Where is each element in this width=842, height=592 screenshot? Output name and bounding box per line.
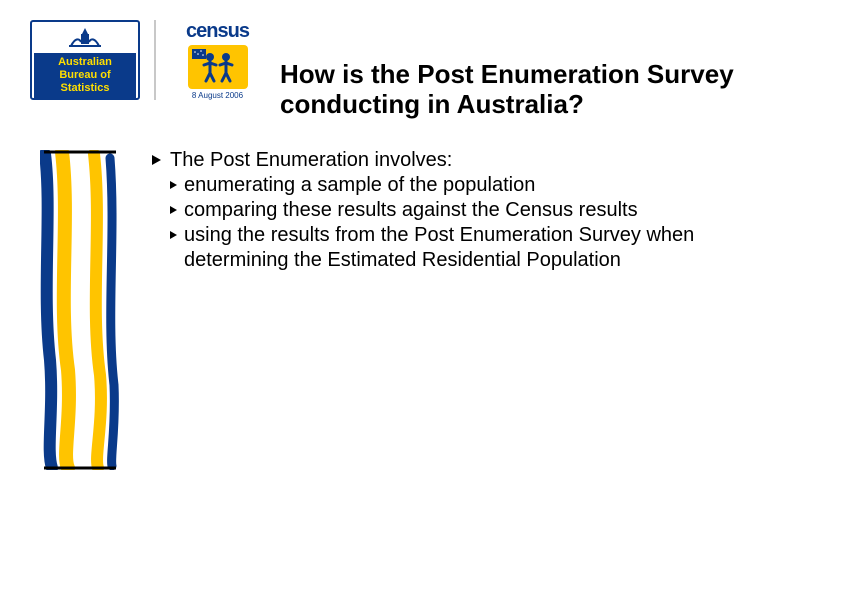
census-logo: census 8 August 2006 [170,20,265,100]
slide-title: How is the Post Enumeration Survey condu… [280,60,760,120]
sub-bullet-1: enumerating a sample of the population [170,173,732,198]
crest-icon [65,26,105,50]
sub-bullet-3-text: using the results from the Post Enumerat… [184,224,694,271]
main-bullet: The Post Enumeration involves: [152,148,732,173]
abs-line3: Statistics [34,82,136,95]
sub-bullet-1-text: enumerating a sample of the population [184,174,535,196]
abs-line2: Bureau of [34,69,136,82]
main-bullet-text: The Post Enumeration involves: [170,149,452,171]
census-icon [188,45,248,89]
slide-content: The Post Enumeration involves: enumerati… [152,148,732,273]
sub-bullet-2-text: comparing these results against the Cens… [184,199,638,221]
header-logos: Australian Bureau of Statistics census 8… [30,20,265,100]
sub-bullet-3: using the results from the Post Enumerat… [170,223,732,273]
abs-line1: Australian [34,56,136,69]
census-word: census [186,20,249,43]
sub-bullet-list: enumerating a sample of the population c… [170,173,732,273]
census-date: 8 August 2006 [192,91,243,100]
abs-logo: Australian Bureau of Statistics [30,20,140,100]
decorative-stripes [40,150,120,470]
logo-divider [154,20,156,100]
abs-logo-label: Australian Bureau of Statistics [34,53,136,99]
sub-bullet-2: comparing these results against the Cens… [170,198,732,223]
